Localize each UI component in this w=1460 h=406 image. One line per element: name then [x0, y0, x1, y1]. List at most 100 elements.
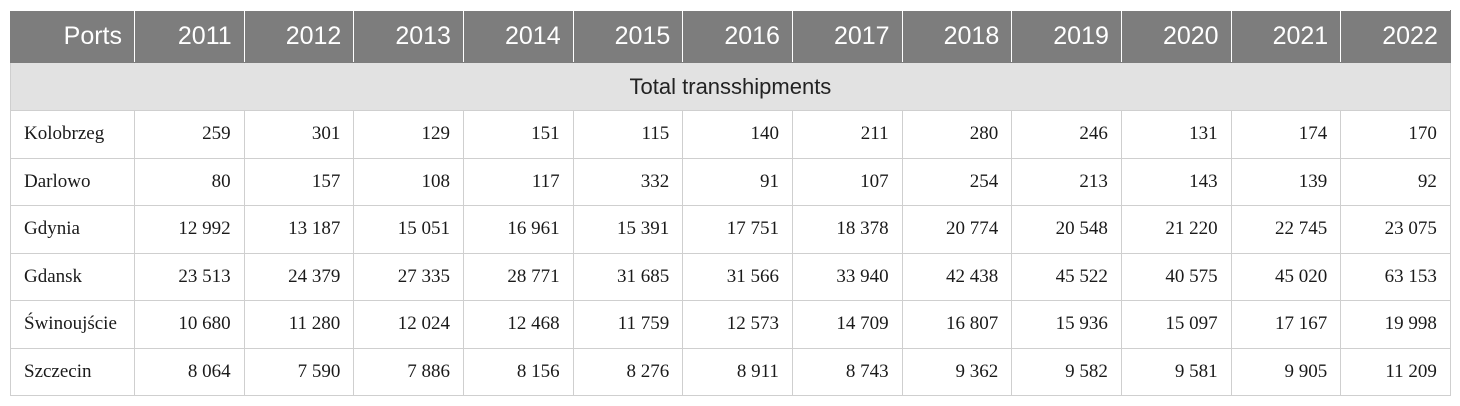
- value-cell: 31 685: [572, 252, 684, 301]
- value-cell: 8 064: [134, 347, 245, 396]
- value-cell: 9 582: [1011, 347, 1122, 396]
- value-cell: 8 276: [572, 347, 684, 396]
- column-header-year: 2021: [1230, 10, 1342, 63]
- value-cell: 40 575: [1120, 252, 1232, 301]
- column-header-year: 2015: [572, 10, 684, 63]
- value-cell: 108: [353, 157, 464, 206]
- section-row: Total transshipments: [10, 62, 1451, 111]
- transshipments-table: Ports 2011 2012 2013 2014 2015 2016 2017…: [10, 10, 1451, 396]
- value-cell: 115: [572, 110, 684, 159]
- column-header-year: 2012: [243, 10, 355, 63]
- value-cell: 211: [791, 110, 903, 159]
- value-cell: 31 566: [682, 252, 793, 301]
- value-cell: 80: [134, 157, 245, 206]
- value-cell: 254: [901, 157, 1013, 206]
- value-cell: 33 940: [791, 252, 903, 301]
- value-cell: 18 378: [791, 205, 903, 254]
- table-row: Szczecin 8 064 7 590 7 886 8 156 8 276 8 911 8 …: [10, 347, 1451, 396]
- column-header-year: 2013: [353, 10, 464, 63]
- value-cell: 301: [243, 110, 355, 159]
- value-cell: 16 961: [462, 205, 574, 254]
- port-name-cell: Gdynia: [10, 205, 135, 254]
- section-title: Total transshipments: [10, 62, 1451, 111]
- value-cell: 7 590: [243, 347, 355, 396]
- port-name-cell: Gdansk: [10, 252, 135, 301]
- value-cell: 151: [462, 110, 574, 159]
- value-cell: 246: [1011, 110, 1122, 159]
- value-cell: 13 187: [243, 205, 355, 254]
- value-cell: 11 280: [243, 300, 355, 349]
- table-row: Darlowo 80 157 108 117 332 91 107 254 213 143 139 92: [10, 157, 1451, 206]
- column-header-year: 2014: [462, 10, 574, 63]
- value-cell: 8 911: [682, 347, 793, 396]
- value-cell: 7 886: [353, 347, 464, 396]
- port-name-cell: Świnoujście: [10, 300, 135, 349]
- column-header-year: 2022: [1340, 10, 1451, 63]
- value-cell: 45 522: [1011, 252, 1122, 301]
- value-cell: 280: [901, 110, 1013, 159]
- value-cell: 174: [1230, 110, 1342, 159]
- value-cell: 11 759: [572, 300, 684, 349]
- value-cell: 107: [791, 157, 903, 206]
- table-row: Gdansk 23 513 24 379 27 335 28 771 31 685 31 5…: [10, 252, 1451, 301]
- value-cell: 11 209: [1340, 347, 1451, 396]
- value-cell: 20 774: [901, 205, 1013, 254]
- value-cell: 28 771: [462, 252, 574, 301]
- value-cell: 15 097: [1120, 300, 1232, 349]
- table-row: Kolobrzeg 259 301 129 151 115 140 211 280 246 131 1…: [10, 110, 1451, 159]
- value-cell: 12 468: [462, 300, 574, 349]
- value-cell: 23 075: [1340, 205, 1451, 254]
- value-cell: 12 573: [682, 300, 793, 349]
- value-cell: 23 513: [134, 252, 245, 301]
- value-cell: 117: [462, 157, 574, 206]
- value-cell: 157: [243, 157, 355, 206]
- value-cell: 21 220: [1120, 205, 1232, 254]
- value-cell: 143: [1120, 157, 1232, 206]
- value-cell: 20 548: [1011, 205, 1122, 254]
- port-name-cell: Kolobrzeg: [10, 110, 135, 159]
- value-cell: 27 335: [353, 252, 464, 301]
- column-header-year: 2016: [682, 10, 793, 63]
- value-cell: 15 051: [353, 205, 464, 254]
- value-cell: 12 992: [134, 205, 245, 254]
- value-cell: 14 709: [791, 300, 903, 349]
- value-cell: 16 807: [901, 300, 1013, 349]
- value-cell: 259: [134, 110, 245, 159]
- value-cell: 8 743: [791, 347, 903, 396]
- value-cell: 140: [682, 110, 793, 159]
- value-cell: 17 751: [682, 205, 793, 254]
- value-cell: 131: [1120, 110, 1232, 159]
- column-header-ports: Ports: [10, 10, 135, 63]
- column-header-year: 2011: [134, 10, 245, 63]
- value-cell: 9 905: [1230, 347, 1342, 396]
- value-cell: 170: [1340, 110, 1451, 159]
- value-cell: 15 936: [1011, 300, 1122, 349]
- value-cell: 17 167: [1230, 300, 1342, 349]
- port-name-cell: Szczecin: [10, 347, 135, 396]
- value-cell: 22 745: [1230, 205, 1342, 254]
- value-cell: 12 024: [353, 300, 464, 349]
- value-cell: 91: [682, 157, 793, 206]
- port-name-cell: Darlowo: [10, 157, 135, 206]
- value-cell: 332: [572, 157, 684, 206]
- column-header-year: 2018: [901, 10, 1013, 63]
- table-row: Gdynia 12 992 13 187 15 051 16 961 15 391 17 7…: [10, 205, 1451, 254]
- value-cell: 63 153: [1340, 252, 1451, 301]
- value-cell: 92: [1340, 157, 1451, 206]
- value-cell: 15 391: [572, 205, 684, 254]
- table-row: Świnoujście 10 680 11 280 12 024 12 468 11 75…: [10, 300, 1451, 349]
- value-cell: 8 156: [462, 347, 574, 396]
- value-cell: 10 680: [134, 300, 245, 349]
- column-header-year: 2020: [1120, 10, 1232, 63]
- value-cell: 9 362: [901, 347, 1013, 396]
- value-cell: 9 581: [1120, 347, 1232, 396]
- value-cell: 213: [1011, 157, 1122, 206]
- column-header-year: 2017: [791, 10, 903, 63]
- column-header-year: 2019: [1011, 10, 1122, 63]
- value-cell: 24 379: [243, 252, 355, 301]
- value-cell: 19 998: [1340, 300, 1451, 349]
- value-cell: 139: [1230, 157, 1342, 206]
- value-cell: 42 438: [901, 252, 1013, 301]
- value-cell: 129: [353, 110, 464, 159]
- header-row: Ports 2011 2012 2013 2014 2015 2016 2017…: [10, 10, 1451, 63]
